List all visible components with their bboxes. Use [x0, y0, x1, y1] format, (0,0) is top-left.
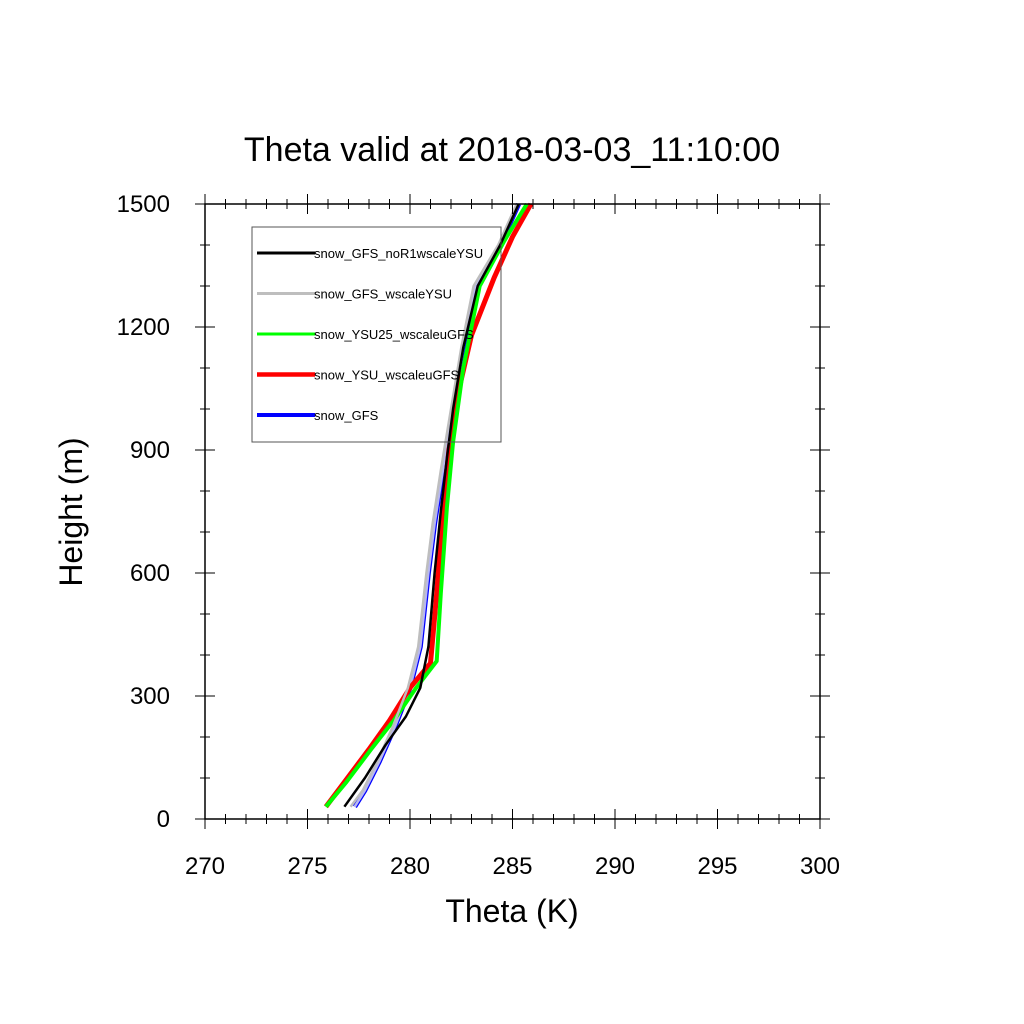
- y-tick-label: 0: [157, 806, 170, 833]
- tick-labels: 270 275 280 285 290 295 300 0 300 600 900 1200 1500: [117, 191, 840, 880]
- chart-title: Theta valid at 2018-03-03_11:10:00: [244, 131, 780, 169]
- plot-frame: [204, 203, 821, 820]
- legend-label-snow_GFS: snow_GFS: [314, 408, 379, 423]
- x-tick-label: 285: [492, 853, 532, 880]
- y-tick-label: 900: [130, 437, 170, 464]
- series-line-snow_YSU25_wscaleuGFS: [324, 202, 529, 808]
- x-tick-label: 300: [800, 853, 840, 880]
- y-tick-label: 1200: [117, 314, 170, 341]
- x-tick-label: 270: [185, 853, 225, 880]
- y-tick-label: 1500: [117, 191, 170, 218]
- y-tick-label: 600: [130, 560, 170, 587]
- ticks-layer: [195, 194, 830, 829]
- x-axis-label: Theta (K): [445, 893, 578, 929]
- x-tick-label: 290: [595, 853, 635, 880]
- legend-label-snow_YSU_wscaleuGFS: snow_YSU_wscaleuGFS: [314, 368, 460, 383]
- x-tick-label: 280: [390, 853, 430, 880]
- legend-box: [251, 226, 502, 443]
- legend-label-snow_GFS_noR1wscaleYSU: snow_GFS_noR1wscaleYSU: [314, 246, 483, 261]
- y-tick-label: 300: [130, 683, 170, 710]
- series-layer: [323, 202, 534, 809]
- x-tick-label: 295: [697, 853, 737, 880]
- x-tick-label: 275: [287, 853, 327, 880]
- series-line-snow_GFS_noR1wscaleYSU: [343, 203, 520, 808]
- legend: snow_GFS_noR1wscaleYSU snow_GFS_wscaleYSU…: [251, 226, 502, 443]
- legend-label-snow_YSU25_wscaleuGFS: snow_YSU25_wscaleuGFS: [314, 327, 474, 342]
- series-line-snow_GFS: [353, 203, 520, 808]
- legend-label-snow_GFS_wscaleYSU: snow_GFS_wscaleYSU: [314, 287, 452, 302]
- y-axis-label: Height (m): [53, 437, 89, 586]
